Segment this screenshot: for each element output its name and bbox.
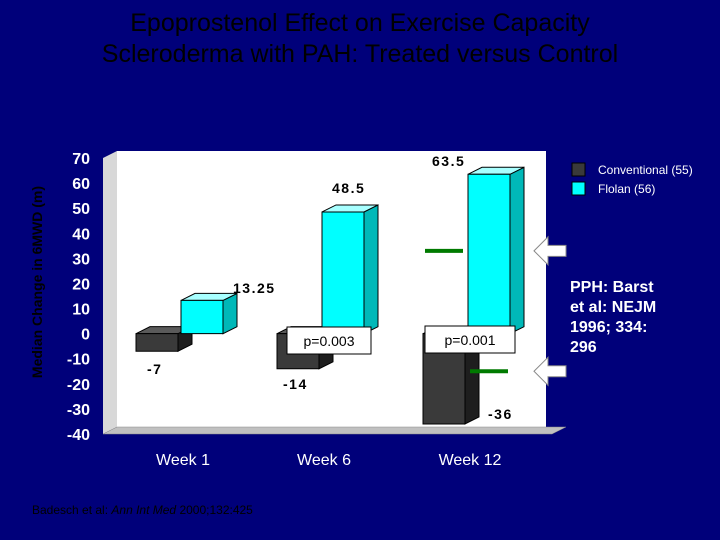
title-line-2: Scleroderma with PAH: Treated versus Con…: [101, 40, 619, 68]
data-label: 48.5: [332, 180, 365, 196]
x-category-label: Week 6: [297, 452, 351, 469]
bar-flolan-front: [467, 173, 511, 335]
data-label: -7: [147, 361, 162, 377]
y-tick-label: 50: [72, 201, 90, 218]
bar-flolan: [180, 292, 238, 335]
y-tick-label: -10: [67, 352, 90, 369]
x-category-label: Week 12: [439, 452, 502, 469]
p-value-label: p=0.001: [445, 332, 496, 348]
y-tick-label: 70: [72, 151, 90, 168]
side-note-line: et al: NEJM: [570, 299, 657, 316]
legend-swatch: [571, 181, 586, 196]
x-category-label: Week 1: [156, 452, 210, 469]
data-label: 13.25: [233, 280, 276, 296]
y-tick-label: 20: [72, 276, 90, 293]
side-note-line: 1996; 334:: [570, 319, 648, 336]
legend-label: Conventional (55): [598, 163, 693, 177]
bar-flolan-front: [180, 299, 224, 335]
reference-arrow: [533, 235, 567, 267]
citation-suffix: 2000;132:425: [176, 503, 253, 517]
slide-title: Epoprostenol Effect on Exercise Capacity…: [0, 8, 720, 70]
chart-side-wall: [103, 151, 117, 434]
data-label: 63.5: [432, 153, 465, 169]
p-value-label: p=0.003: [304, 333, 355, 349]
y-tick-label: 0: [81, 327, 90, 344]
y-tick-label: 30: [72, 251, 90, 268]
bar-flolan: [467, 166, 525, 335]
data-label: -36: [488, 406, 513, 422]
bar-flolan-front: [321, 211, 365, 335]
bar-flolan: [321, 204, 379, 335]
bar-flolan-side: [363, 204, 379, 335]
y-axis-title: Median Change in 6MWD (m): [29, 186, 45, 378]
chart-floor: [102, 426, 567, 435]
side-note: PPH: Barst et al: NEJM 1996; 334: 296: [570, 278, 710, 358]
data-label: -14: [283, 376, 308, 392]
bar-conventional-front: [135, 333, 179, 352]
side-note-line: 296: [570, 339, 597, 356]
y-tick-label: -30: [67, 402, 90, 419]
y-tick-label: 40: [72, 226, 90, 243]
y-tick-label: 10: [72, 302, 90, 319]
citation-journal: Ann Int Med: [111, 503, 177, 517]
p-value-box: [286, 326, 372, 355]
legend-swatch: [571, 162, 586, 177]
side-note-line: PPH: Barst: [570, 279, 654, 296]
y-tick-label: -40: [67, 427, 90, 444]
y-tick-label: -20: [67, 377, 90, 394]
legend-label: Flolan (56): [598, 182, 655, 196]
p-value-box: [424, 325, 516, 354]
y-tick-label: 60: [72, 176, 90, 193]
title-line-1: Epoprostenol Effect on Exercise Capacity: [130, 9, 590, 37]
citation: Badesch et al: Ann Int Med 2000;132:425: [32, 503, 253, 517]
bar-flolan-side: [509, 166, 525, 335]
reference-arrow: [533, 356, 567, 387]
citation-prefix: Badesch et al:: [32, 503, 112, 517]
